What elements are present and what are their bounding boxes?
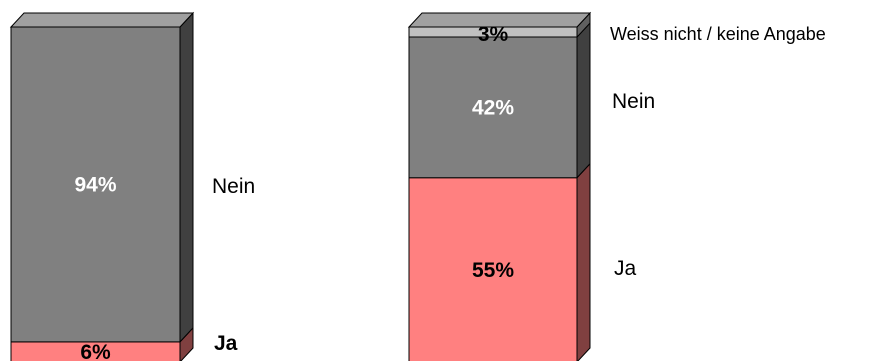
bar-2-nein-value-label: 42% xyxy=(472,96,514,119)
bar-1-ja-category-label: Ja xyxy=(214,332,238,355)
bar-2-ja-category-label: Ja xyxy=(614,257,637,280)
bar-1-nein-category-label: Nein xyxy=(212,175,255,198)
bar-2-ja-value-label: 55% xyxy=(472,259,514,282)
bar-2-weiss-nicht-value-label: 3% xyxy=(478,23,509,46)
bar-2-nein-category-label: Nein xyxy=(612,90,655,113)
bar-2-group: 3% 42% 55% Weiss nicht / keine Angabe Ne… xyxy=(407,11,826,361)
bar-2-top-face xyxy=(407,12,592,28)
bar-2-ja-side xyxy=(576,162,591,361)
bar-2-nein-side xyxy=(576,21,591,180)
bar-1-group: 94% 6% Nein Ja xyxy=(9,11,255,361)
bar-1-nein-side xyxy=(179,11,194,344)
bar-2-weiss-nicht-category-label: Weiss nicht / keine Angabe xyxy=(610,24,826,44)
bar-1-ja-value-label: 6% xyxy=(80,341,111,361)
bar-1-top-face xyxy=(9,12,195,28)
bar-1-nein-value-label: 94% xyxy=(74,173,116,196)
